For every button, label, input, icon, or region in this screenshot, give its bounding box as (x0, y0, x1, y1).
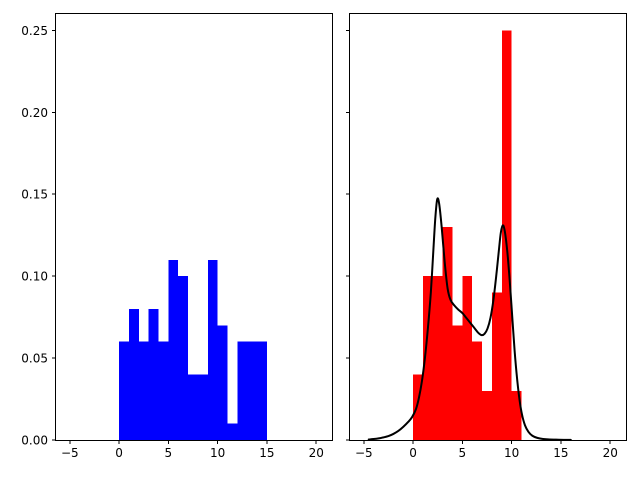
histogram-bar (158, 341, 169, 440)
y-tick-label: 0.25 (21, 24, 48, 38)
histogram-bar (217, 325, 228, 440)
x-tick-label: 5 (165, 446, 173, 460)
histogram-bar (462, 276, 473, 440)
x-tick-label: 0 (115, 446, 123, 460)
right-plot-svg: −5 0 5 10 15 20 (346, 13, 627, 460)
left-histogram-axes: −5 0 5 10 15 20 0.00 0.05 0.10 0.15 0.20 0.25 (21, 13, 333, 460)
x-tick-label: 0 (409, 446, 417, 460)
kde-curve (367, 197, 572, 441)
axes-spines (349, 13, 627, 441)
x-tick-label: 10 (504, 446, 519, 460)
histogram-bar (247, 341, 258, 440)
histogram-bar (472, 341, 483, 440)
x-tick-label: −5 (355, 446, 373, 460)
histogram-bar (422, 276, 433, 440)
histogram-bar (207, 259, 218, 440)
histogram-bar (237, 341, 248, 440)
x-tick-label: 5 (459, 446, 467, 460)
y-tick-label: 0.15 (21, 188, 48, 202)
histogram-bar (168, 259, 179, 440)
histogram-bar (188, 374, 198, 440)
histogram-bar (119, 341, 129, 440)
histogram-bar (432, 276, 443, 440)
x-tick-label: 20 (309, 446, 324, 460)
histogram-bar (413, 374, 423, 440)
histogram-bar (442, 227, 453, 440)
histogram-bar (197, 374, 208, 440)
y-tick-label: 0.05 (21, 352, 48, 366)
histogram-bar (128, 308, 139, 440)
histogram-bar (511, 390, 522, 440)
x-tick-label: 15 (553, 446, 568, 460)
histogram-bar (257, 341, 267, 440)
histogram-bar (148, 308, 159, 440)
axes-spines (55, 13, 333, 441)
histogram-bar (491, 292, 502, 440)
histogram-bar (138, 341, 149, 440)
x-tick-label: 10 (210, 446, 225, 460)
y-tick-label: 0.20 (21, 106, 48, 120)
x-tick-label: −5 (61, 446, 79, 460)
x-tick-label: 20 (603, 446, 618, 460)
histogram-bar (227, 423, 238, 440)
right-histogram-kde-axes: −5 0 5 10 15 20 (346, 13, 627, 460)
histogram-bar (501, 30, 512, 440)
histogram-bar (178, 276, 189, 440)
left-plot-svg: −5 0 5 10 15 20 0.00 0.05 0.10 0.15 0.20 0.25 (21, 13, 333, 460)
histogram-bar (452, 325, 463, 440)
x-tick-label: 15 (259, 446, 274, 460)
y-tick-label: 0.00 (21, 434, 48, 448)
histogram-bar (482, 390, 492, 440)
y-tick-label: 0.10 (21, 270, 48, 284)
